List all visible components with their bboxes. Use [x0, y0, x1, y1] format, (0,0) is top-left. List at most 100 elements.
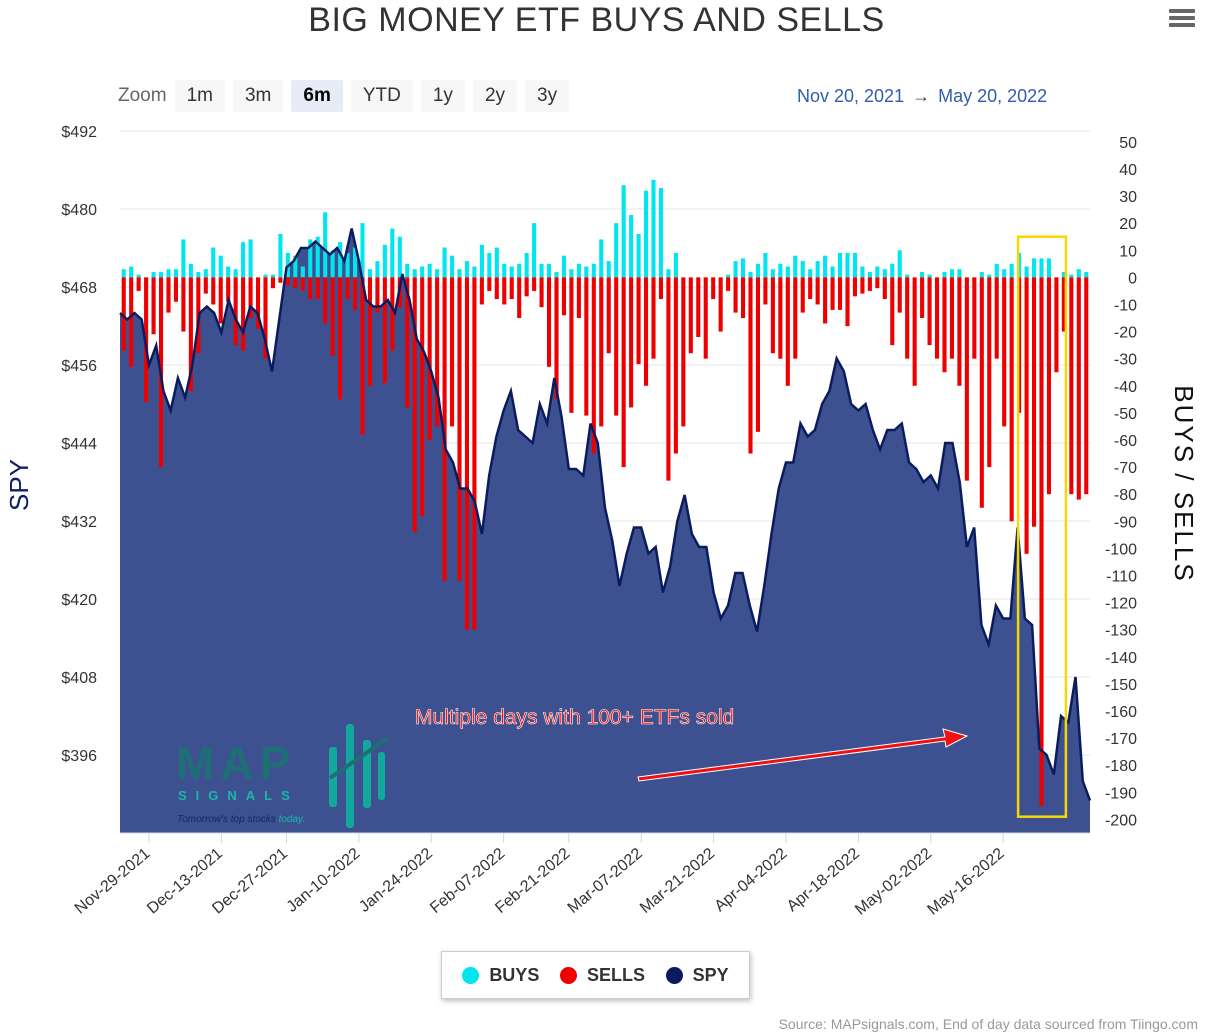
zoom-3y-button[interactable]: 3y: [525, 80, 570, 112]
buys-bar[interactable]: [457, 269, 462, 278]
buys-bar[interactable]: [315, 236, 320, 278]
buys-bar[interactable]: [218, 255, 223, 278]
sells-bar[interactable]: [472, 277, 477, 630]
buys-bar[interactable]: [785, 266, 790, 278]
sells-bar[interactable]: [688, 277, 693, 354]
sells-bar[interactable]: [532, 277, 537, 291]
sells-bar[interactable]: [882, 277, 887, 300]
buys-bar[interactable]: [987, 274, 992, 278]
sells-bar[interactable]: [920, 277, 925, 319]
sells-bar[interactable]: [338, 277, 343, 400]
sells-bar[interactable]: [1069, 277, 1074, 495]
sells-bar[interactable]: [934, 277, 940, 359]
hamburger-menu-icon[interactable]: [1165, 6, 1199, 36]
sells-bar[interactable]: [912, 277, 917, 386]
sells-bar[interactable]: [726, 277, 731, 291]
sells-bar[interactable]: [151, 277, 156, 335]
sells-bar[interactable]: [793, 277, 798, 359]
sells-bar[interactable]: [464, 277, 470, 630]
buys-bar[interactable]: [994, 263, 999, 278]
buys-bar[interactable]: [338, 242, 343, 278]
sells-bar[interactable]: [763, 277, 768, 305]
sells-bar[interactable]: [1009, 277, 1014, 522]
buys-bar[interactable]: [584, 266, 589, 278]
buys-bar[interactable]: [360, 223, 365, 278]
buys-bar[interactable]: [158, 271, 164, 278]
buys-bar[interactable]: [882, 269, 887, 278]
sells-bar[interactable]: [942, 277, 947, 373]
buys-bar[interactable]: [599, 239, 604, 278]
buys-bar[interactable]: [755, 263, 761, 278]
buys-bar[interactable]: [1031, 258, 1037, 278]
sells-bar[interactable]: [278, 277, 283, 283]
buys-bar[interactable]: [382, 244, 387, 278]
buys-bar[interactable]: [166, 269, 171, 278]
sells-bar[interactable]: [733, 277, 738, 313]
buys-bar[interactable]: [554, 271, 559, 278]
buys-bar[interactable]: [427, 263, 432, 278]
buys-bar[interactable]: [748, 271, 753, 278]
sells-bar[interactable]: [606, 277, 611, 354]
buys-bar[interactable]: [502, 263, 507, 278]
sells-bar[interactable]: [1054, 277, 1059, 373]
buys-bar[interactable]: [569, 269, 574, 278]
sells-bar[interactable]: [1002, 277, 1007, 427]
sells-bar[interactable]: [957, 277, 962, 386]
sells-bar[interactable]: [629, 277, 634, 408]
buys-bar[interactable]: [323, 212, 328, 278]
buys-bar[interactable]: [546, 263, 552, 278]
sells-bar[interactable]: [487, 277, 492, 291]
buys-bar[interactable]: [793, 255, 798, 278]
sells-bar[interactable]: [367, 277, 373, 386]
buys-bar[interactable]: [412, 269, 417, 278]
buys-bar[interactable]: [211, 247, 216, 278]
buys-bar[interactable]: [1009, 263, 1014, 278]
sells-bar[interactable]: [181, 277, 186, 332]
buys-bar[interactable]: [726, 274, 731, 278]
buys-bar[interactable]: [629, 215, 634, 278]
buys-bar[interactable]: [472, 266, 477, 278]
buys-bar[interactable]: [293, 255, 298, 278]
sells-bar[interactable]: [979, 277, 984, 508]
sells-bar[interactable]: [1039, 277, 1044, 806]
buys-bar[interactable]: [778, 263, 783, 278]
buys-bar[interactable]: [666, 269, 671, 278]
buys-bar[interactable]: [532, 223, 537, 278]
buys-bar[interactable]: [188, 263, 193, 278]
buys-bar[interactable]: [263, 274, 268, 278]
buys-bar[interactable]: [927, 274, 932, 278]
sells-bar[interactable]: [136, 277, 141, 291]
sells-bar[interactable]: [569, 277, 574, 413]
buys-bar[interactable]: [435, 269, 440, 278]
sells-bar[interactable]: [845, 277, 850, 327]
buys-bar[interactable]: [561, 255, 567, 278]
buys-bar[interactable]: [643, 190, 649, 278]
buys-bar[interactable]: [905, 274, 910, 278]
buys-bar[interactable]: [860, 266, 865, 278]
sells-bar[interactable]: [270, 277, 276, 289]
sells-bar[interactable]: [815, 277, 820, 305]
sells-bar[interactable]: [897, 277, 902, 313]
sells-bar[interactable]: [494, 277, 499, 300]
buys-bar[interactable]: [241, 242, 246, 278]
buys-bar[interactable]: [1039, 258, 1044, 278]
sells-bar[interactable]: [673, 277, 678, 454]
sells-bar[interactable]: [315, 277, 320, 300]
sells-bar[interactable]: [1084, 277, 1089, 495]
buys-bar[interactable]: [815, 261, 820, 278]
buys-bar[interactable]: [1069, 274, 1074, 278]
buys-bar[interactable]: [173, 269, 179, 278]
sells-bar[interactable]: [964, 277, 969, 481]
sells-bar[interactable]: [420, 277, 425, 516]
buys-bar[interactable]: [1076, 269, 1081, 278]
buys-bar[interactable]: [136, 274, 141, 278]
sells-bar[interactable]: [666, 277, 671, 481]
zoom-1y-button[interactable]: 1y: [420, 80, 465, 112]
sells-bar[interactable]: [546, 277, 552, 367]
legend-item-buys[interactable]: BUYS: [462, 965, 539, 986]
buys-bar[interactable]: [830, 266, 835, 278]
buys-bar[interactable]: [479, 244, 484, 278]
range-to[interactable]: May 20, 2022: [938, 86, 1048, 106]
buys-bar[interactable]: [1084, 271, 1089, 278]
sells-bar[interactable]: [823, 277, 828, 324]
